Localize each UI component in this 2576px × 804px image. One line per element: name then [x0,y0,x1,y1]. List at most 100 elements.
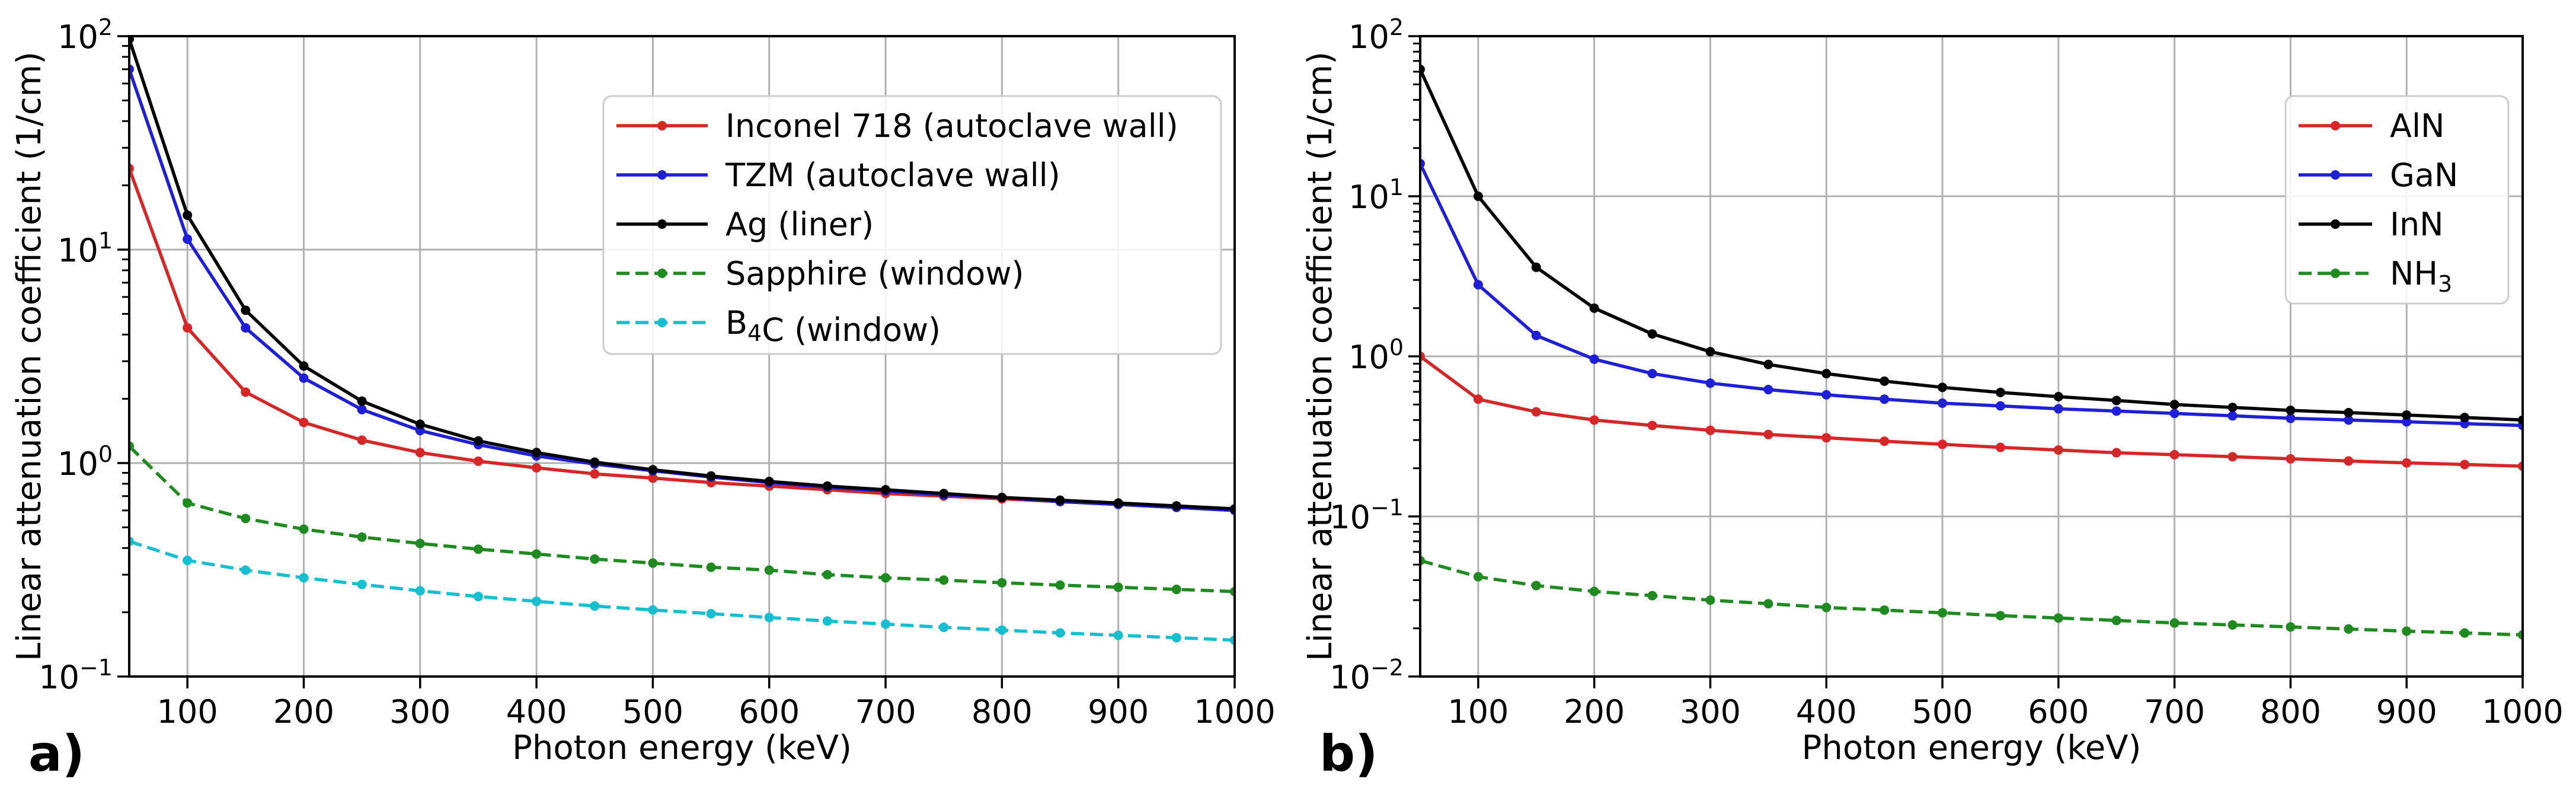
series-line [129,38,1235,511]
data-point [2169,400,2179,410]
data-point [415,448,425,458]
series-4 [129,441,1235,596]
data-point [1995,442,2005,452]
data-point [2344,415,2354,425]
plot-frame [128,35,1236,678]
data-point [415,419,425,429]
data-point [1880,436,1890,446]
data-point [706,471,716,481]
data-point [1055,580,1065,590]
data-point [1763,385,1773,395]
data-point [241,513,251,524]
data-point [299,524,309,534]
data-point [2053,391,2063,401]
data-point [2227,403,2238,413]
data-point [2169,618,2179,628]
legend-label: GaN [2390,157,2458,194]
x-tick-label: 500 [1912,693,1973,730]
data-point [2402,626,2412,636]
y-tick-label: 100 [57,441,113,483]
data-point [822,481,832,491]
data-point [2402,417,2412,427]
data-point [1171,633,1181,643]
legend-marker [657,219,667,229]
legend-marker [2331,219,2340,229]
x-tick-label: 700 [2144,693,2205,730]
data-point [2227,411,2238,421]
plot-frame [1419,35,2524,678]
series-line [1420,355,2523,468]
x-tick-label: 600 [2028,693,2089,730]
panel-label-a: a) [28,725,85,783]
data-point [590,554,600,564]
data-point [1473,394,1483,404]
data-point [1531,262,1541,272]
data-point [1473,572,1483,582]
data-point [2169,409,2179,419]
y-axis-label: Linear attenuation coefficient (1/cm) [10,52,49,661]
data-point [299,417,309,427]
data-point [1589,586,1599,596]
data-point [1938,608,1948,618]
data-point [706,608,716,618]
data-point [1171,501,1181,511]
data-point [1880,376,1890,386]
series-2 [1420,158,2523,430]
x-tick-label: 900 [1088,693,1149,730]
data-point [1113,498,1123,508]
data-point [997,625,1007,635]
legend-label: B4C (window) [726,304,941,349]
data-point [2460,413,2470,423]
data-point [299,361,309,371]
data-point [2402,458,2412,468]
data-point [357,404,367,414]
data-point [1938,382,1948,393]
legend-label: TZM (autoclave wall) [725,157,1060,194]
data-point [1589,354,1599,364]
data-point [822,616,832,626]
legend-label: NH3 [2390,255,2452,297]
data-point [2460,628,2470,638]
x-tick-label: 400 [506,693,567,730]
series-3 [1420,65,2523,425]
data-point [183,234,193,244]
data-point [1055,495,1065,505]
data-point [1473,192,1483,201]
series-3 [129,36,1235,514]
data-point [357,532,367,542]
data-point [532,448,542,458]
data-point [2169,449,2179,460]
chart-panel-b: 100 200 300 400 500 600 700 800 900 1000 10−2 10−1 1… [1301,14,2564,767]
data-point [2286,413,2296,423]
x-tick-label: 100 [157,693,218,730]
series-1 [1420,352,2523,471]
legend-label: Ag (liner) [726,206,874,243]
data-point [1705,347,1715,357]
data-point [1055,628,1065,638]
y-axis-label: Linear attenuation coefficient (1/cm) [1301,52,1340,661]
legend-marker [657,269,667,278]
legend-marker [657,318,667,327]
data-point [2111,395,2121,406]
data-point [1531,330,1541,340]
data-point [1995,387,2005,397]
data-point [1821,433,1832,443]
x-tick-label: 200 [273,693,334,730]
data-point [2111,615,2121,626]
x-tick-label: 300 [1680,693,1741,730]
y-tick-label: 101 [1348,174,1404,216]
data-point [648,473,658,483]
data-point [473,436,483,446]
y-tick-label: 102 [1348,14,1404,56]
data-point [1589,303,1599,313]
data-point [241,323,251,333]
legend-marker [2331,269,2340,278]
series-line [1420,559,2523,637]
data-point [299,573,309,583]
data-point [1763,359,1773,369]
data-point [357,396,367,406]
legend: AlN GaN InN NH3 [2284,95,2510,305]
data-point [2344,407,2354,417]
legend-marker [2331,170,2340,180]
data-point [939,575,949,585]
